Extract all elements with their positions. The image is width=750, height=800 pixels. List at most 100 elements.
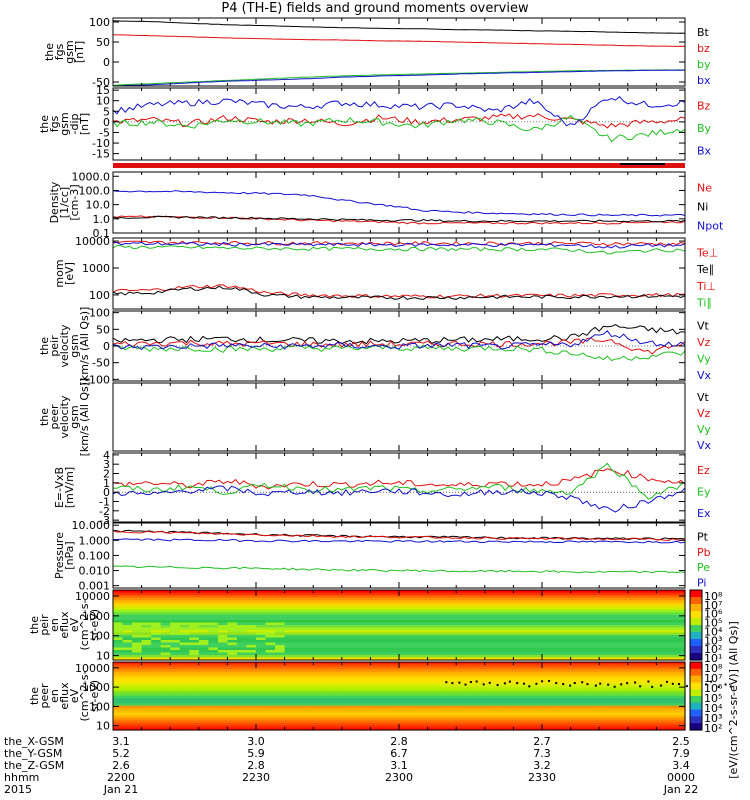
heatmap-cell [122, 688, 133, 692]
heatmap-cell [208, 602, 219, 606]
heatmap-cell [332, 671, 343, 675]
colorbar-cell [690, 702, 702, 706]
heatmap-cell [561, 674, 572, 678]
heatmap-cell [113, 676, 124, 680]
heatmap-cell [665, 655, 677, 659]
flux-dot [717, 685, 720, 688]
heatmap-cell [351, 713, 362, 717]
heatmap-cell [475, 655, 486, 659]
heatmap-cell [503, 700, 514, 704]
heatmap-cell [275, 612, 286, 616]
heatmap-cell [551, 671, 562, 675]
heatmap-cell [465, 645, 476, 649]
heatmap-cell [351, 632, 362, 636]
heatmap-cell [275, 632, 286, 636]
colorbar-cell [690, 621, 702, 624]
heatmap-cell [656, 666, 667, 670]
heatmap-cell [294, 610, 305, 614]
heatmap-cell [484, 725, 495, 729]
heatmap-cell [465, 674, 476, 678]
heatmap-cell [465, 647, 476, 651]
heatmap-cell [503, 612, 514, 616]
heatmap-cell [313, 617, 324, 621]
heatmap-cell [170, 625, 181, 629]
heatmap-cell [637, 662, 648, 666]
heatmap-cell [646, 652, 657, 656]
heatmap-cell [542, 674, 553, 678]
heatmap-cell [275, 637, 286, 641]
heatmap-cell [561, 642, 572, 646]
heatmap-cell [151, 710, 162, 714]
panel-frame [112, 522, 686, 589]
heatmap-cell [360, 622, 371, 626]
heatmap-cell [313, 645, 324, 649]
heatmap-cell [122, 617, 133, 621]
heatmap-cell [236, 681, 248, 685]
heatmap-cell [265, 650, 276, 654]
heatmap-cell [132, 612, 143, 616]
heatmap-cell [570, 717, 581, 721]
heatmap-cell [313, 637, 324, 641]
heatmap-cell [284, 625, 295, 629]
heatmap-cell [322, 669, 333, 673]
heatmap-cell [646, 717, 657, 721]
flux-dot [562, 683, 565, 686]
heatmap-cell [484, 630, 495, 634]
heatmap-cell [198, 597, 209, 601]
heatmap-cell [494, 691, 505, 695]
heatmap-cell [465, 657, 476, 661]
heatmap-cell [665, 617, 677, 621]
heatmap-cell [208, 725, 219, 729]
flux-dot [581, 681, 584, 684]
heatmap-cell [522, 664, 534, 668]
heatmap-cell [427, 713, 438, 717]
heatmap-cell [484, 617, 495, 621]
heatmap-cell [542, 650, 553, 654]
heatmap-cell [113, 632, 124, 636]
heatmap-cell [475, 642, 486, 646]
colorbar-cell [690, 692, 702, 695]
heatmap-cell [522, 700, 534, 704]
heatmap-cell [532, 597, 543, 601]
colorbar-cell [690, 649, 702, 652]
heatmap-cell [265, 720, 276, 724]
heatmap-cell [446, 669, 457, 673]
heatmap-cell [113, 681, 124, 685]
heatmap-cell [208, 632, 219, 636]
heatmap-cell [284, 637, 295, 641]
heatmap-cell [656, 615, 667, 619]
heatmap-cell [618, 693, 629, 697]
heatmap-cell [265, 630, 276, 634]
heatmap-cell [675, 647, 686, 651]
heatmap-cell [303, 683, 314, 687]
heatmap-cell [265, 652, 276, 656]
heatmap-cell [322, 655, 333, 659]
heatmap-cell [151, 688, 162, 692]
heatmap-cell [170, 637, 181, 641]
heatmap-cell [284, 657, 295, 661]
heatmap-cell [484, 674, 495, 678]
heatmap-cell [189, 698, 200, 702]
colorbar-cell [690, 618, 702, 621]
heatmap-cell [151, 681, 162, 685]
heatmap-cell [627, 600, 638, 604]
heatmap-cell [179, 647, 190, 651]
heatmap-cell [341, 676, 352, 680]
heatmap-cell [351, 717, 362, 721]
heatmap-cell [236, 671, 248, 675]
y-axis-label: [nT] [78, 113, 91, 135]
colorbar-cell [690, 680, 702, 683]
heatmap-cell [513, 666, 524, 670]
heatmap-cell [389, 600, 400, 604]
heatmap-cell [675, 610, 686, 614]
heatmap-cell [399, 615, 410, 619]
heatmap-cell [122, 615, 133, 619]
heatmap-cell [408, 652, 419, 656]
heatmap-cell [608, 679, 619, 683]
heatmap-cell [217, 615, 228, 619]
heatmap-cell [618, 664, 629, 668]
heatmap-cell [418, 605, 429, 609]
heatmap-cell [542, 671, 553, 675]
heatmap-cell [608, 683, 619, 687]
heatmap-cell [675, 625, 686, 629]
